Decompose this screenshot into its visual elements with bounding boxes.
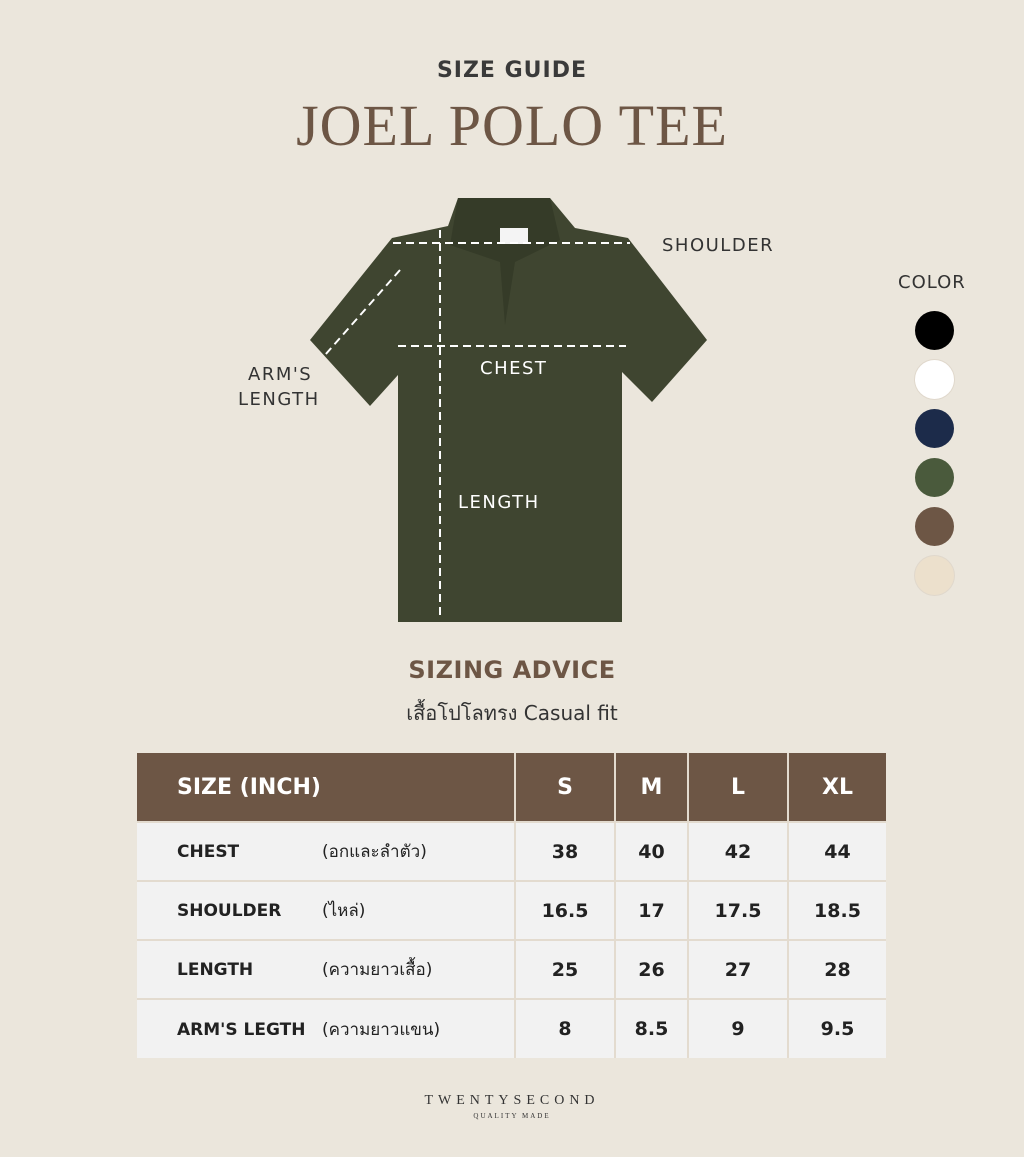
row-label-en: SHOULDER xyxy=(177,901,282,921)
advice-title: SIZING ADVICE xyxy=(408,656,616,684)
row-label: ARM'S LEGTH (ความยาวแขน) xyxy=(137,998,515,1058)
color-swatch-cream[interactable] xyxy=(915,556,954,595)
color-swatch-black[interactable] xyxy=(915,311,954,350)
arm-line xyxy=(324,269,401,356)
size-value: 18.5 xyxy=(787,880,886,940)
row-label-thai: (ความยาวแขน) xyxy=(322,1019,441,1040)
size-value: 9.5 xyxy=(787,998,886,1058)
header-cell: SIZE (INCH) xyxy=(137,753,515,822)
chest-label: CHEST xyxy=(480,358,548,379)
shirt-image xyxy=(310,198,707,622)
color-title: COLOR xyxy=(898,272,966,293)
size-value: 27 xyxy=(686,939,788,999)
arm-label-1: ARM'S xyxy=(248,364,313,385)
row-label-en: ARM'S LEGTH xyxy=(177,1019,306,1040)
header-cell: XL xyxy=(787,753,886,822)
row-label: SHOULDER (ไหล่) xyxy=(137,880,515,940)
color-swatch-navy[interactable] xyxy=(915,409,954,448)
color-swatch-white[interactable] xyxy=(915,360,954,399)
page-title: JOEL POLO TEE xyxy=(296,93,728,158)
row-label-thai: (ไหล่) xyxy=(322,901,366,921)
size-value: 42 xyxy=(686,821,788,881)
size-value: 25 xyxy=(513,939,616,999)
kicker: SIZE GUIDE xyxy=(436,58,588,83)
table-row: ARM'S LEGTH (ความยาวแขน) 8 8.5 9 9.5 xyxy=(137,998,886,1058)
row-label: CHEST (อกและลำตัว) xyxy=(137,821,515,881)
length-label: LENGTH xyxy=(458,492,540,513)
table-row: CHEST (อกและลำตัว) 38 40 42 44 xyxy=(137,821,886,881)
color-swatch-olive[interactable] xyxy=(915,458,954,497)
size-value: 17.5 xyxy=(686,880,788,940)
row-label: LENGTH (ความยาวเสื้อ) xyxy=(137,939,515,999)
size-value: 26 xyxy=(614,939,688,999)
size-value: 28 xyxy=(787,939,886,999)
table-row: SHOULDER (ไหล่) 16.5 17 17.5 18.5 xyxy=(137,880,886,940)
size-value: 38 xyxy=(513,821,616,881)
row-label-thai: (อกและลำตัว) xyxy=(322,842,427,862)
size-value: 16.5 xyxy=(513,880,616,940)
brand-tagline: QUALITY MADE xyxy=(473,1112,551,1120)
size-value: 44 xyxy=(787,821,886,881)
shirt-diagram xyxy=(310,198,707,622)
size-table: SIZE (INCH) S M L XL CHEST (อกและลำตัว) 38 40 42… xyxy=(137,753,886,1058)
row-label-thai: (ความยาวเสื้อ) xyxy=(322,960,433,980)
color-swatch-brown[interactable] xyxy=(915,507,954,546)
size-value: 40 xyxy=(614,821,688,881)
size-value: 17 xyxy=(614,880,688,940)
size-value: 8.5 xyxy=(614,998,688,1058)
table-header: SIZE (INCH) S M L XL xyxy=(137,753,886,822)
row-label-en: CHEST xyxy=(177,842,240,862)
table-row: LENGTH (ความยาวเสื้อ) 25 26 27 28 xyxy=(137,939,886,999)
row-label-en: LENGTH xyxy=(177,960,254,980)
arm-label-2: LENGTH xyxy=(238,389,320,410)
header-cell: L xyxy=(686,753,788,822)
header-cell: M xyxy=(614,753,688,822)
size-value: 8 xyxy=(513,998,616,1058)
size-value: 9 xyxy=(686,998,788,1058)
brand-logo: TWENTYSECOND xyxy=(424,1093,600,1108)
shoulder-label: SHOULDER xyxy=(662,235,775,256)
header-cell: S xyxy=(513,753,616,822)
advice-subtitle: เสื้อโปโลทรง Casual fit xyxy=(406,701,618,725)
